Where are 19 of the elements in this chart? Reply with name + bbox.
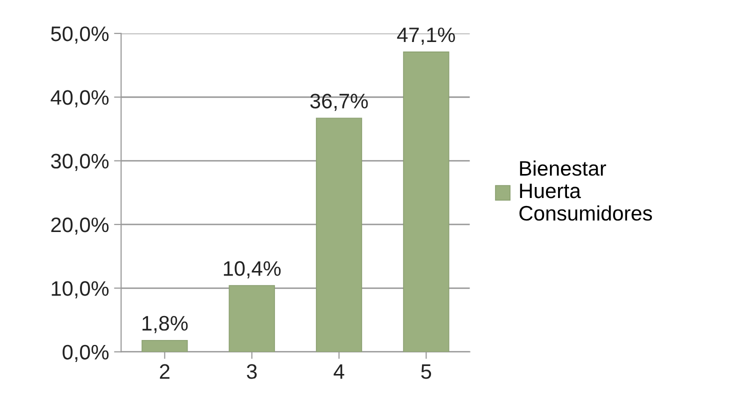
y-tick-label: 20,0% bbox=[51, 217, 109, 235]
bar bbox=[228, 285, 275, 352]
x-tick-label: 4 bbox=[334, 364, 344, 379]
data-label: 1,8% bbox=[142, 316, 188, 334]
x-tick-label: 5 bbox=[421, 364, 432, 379]
x-tick-label: 3 bbox=[246, 364, 257, 379]
y-tick-label: 30,0% bbox=[51, 154, 109, 172]
data-label: 47,1% bbox=[397, 28, 455, 45]
y-tick-label: 10,0% bbox=[52, 281, 109, 298]
y-tick-label: 0,0% bbox=[62, 344, 109, 362]
y-tick-label: 50,0% bbox=[51, 26, 109, 44]
bar bbox=[316, 118, 362, 352]
x-tick-label: 2 bbox=[160, 364, 170, 379]
data-label: 10,4% bbox=[224, 261, 281, 278]
legend-label: Bienestar Huerta Consumidores bbox=[519, 160, 652, 221]
bar bbox=[142, 340, 188, 352]
data-label: 36,7% bbox=[310, 94, 368, 111]
bar bbox=[403, 51, 450, 352]
y-tick-label: 40,0% bbox=[50, 90, 109, 108]
